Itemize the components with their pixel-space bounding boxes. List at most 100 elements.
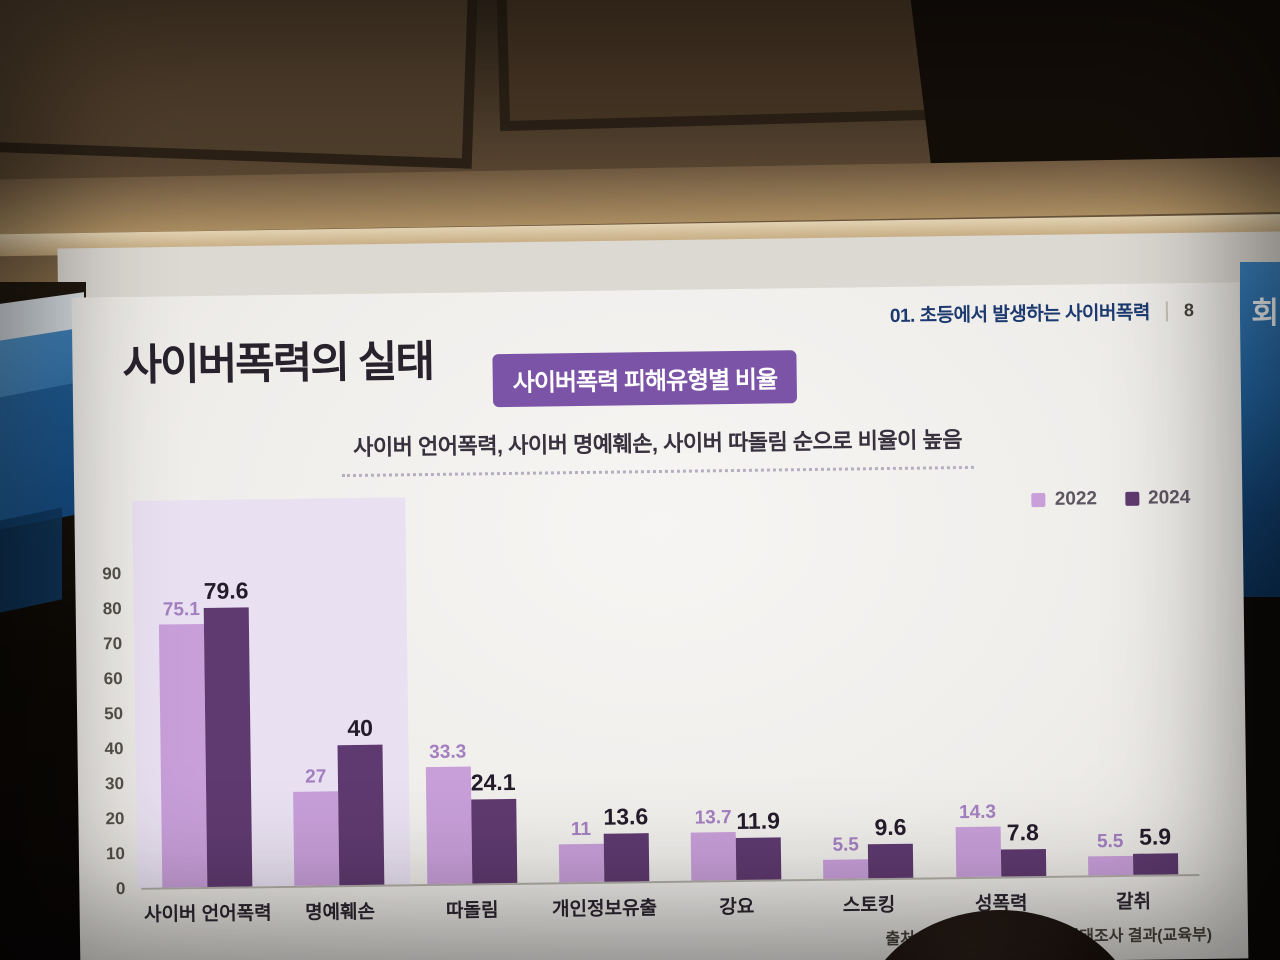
chart-title-badge: 사이버폭력 피해유형별 비율: [492, 350, 798, 408]
slide-title: 사이버폭력의 실태: [122, 337, 434, 391]
bar-chart: 0 10 20 30 40 50 60 70 80 90 75.1 79.6 사이버 언어폭력 27 40…: [102, 497, 1200, 926]
legend-label-2022: 2022: [1054, 488, 1098, 510]
chart-legend: 2022 2024: [1031, 487, 1191, 511]
category-label: 강요: [719, 896, 755, 919]
y-axis-tick-label: 70: [103, 634, 123, 654]
category-label: 따돌림: [445, 900, 499, 922]
left-wall: [0, 282, 86, 960]
bar-pair: 5.5 9.6: [823, 814, 914, 879]
bar-groups: 75.1 79.6 사이버 언어폭력 27 40 명예훼손 33.3 24.1 따돌림 11 13.…: [137, 561, 1199, 926]
bar-2022: [293, 790, 340, 886]
value-label-2024: 24.1: [470, 768, 516, 796]
right-banner-text: 회: [1251, 297, 1279, 330]
bar-column: 24.1: [470, 768, 517, 884]
section-header: 01. 초등에서 발생하는 사이버폭력: [889, 302, 1151, 327]
bar-pair: 5.5 5.9: [1087, 823, 1179, 876]
value-label-2024: 13.6: [603, 803, 649, 831]
value-label-2022: 27: [305, 765, 327, 788]
bar-2024: [735, 837, 782, 881]
bar-2024: [337, 744, 385, 886]
y-axis: 0 10 20 30 40 50 60 70 80 90: [89, 564, 133, 898]
bar-group-5: 13.7 11.9 강요: [666, 566, 802, 918]
value-label-2022: 14.3: [958, 801, 997, 824]
legend-swatch-2024: [1124, 491, 1140, 506]
category-label: 스토킹: [842, 894, 896, 917]
bar-pair: 11 13.6: [558, 803, 650, 883]
bar-column: 33.3: [425, 742, 472, 885]
bar-column: 9.6: [868, 814, 914, 879]
bar-column: 5.5: [823, 834, 869, 879]
category-label: 명예훼손: [304, 901, 376, 924]
legend-item-2022: 2022: [1031, 488, 1098, 511]
bar-column: 14.3: [955, 801, 1001, 878]
value-label-2024: 40: [347, 714, 374, 742]
category-label: 사이버 언어폭력: [143, 903, 272, 926]
bar-2024: [1132, 853, 1179, 875]
value-label-2024: 7.8: [1006, 818, 1039, 846]
slide-header: 01. 초등에서 발생하는 사이버폭력 8: [890, 297, 1194, 328]
left-banner-blue-dark: [0, 382, 76, 530]
slide-subtitle: 사이버 언어폭력, 사이버 명예훼손, 사이버 따돌림 순으로 비율이 높음: [340, 421, 975, 478]
value-label-2022: 13.7: [694, 807, 732, 829]
category-label: 개인정보유출: [551, 898, 658, 921]
bar-2022: [955, 826, 1001, 878]
bar-2024: [1000, 848, 1046, 877]
bar-group-6: 5.5 9.6 스토킹: [798, 564, 934, 917]
y-axis-tick-label: 20: [105, 809, 125, 829]
value-label-2022: 75.1: [162, 599, 200, 621]
value-label-2024: 9.6: [874, 814, 907, 841]
bar-column: 13.6: [603, 803, 650, 882]
ceiling-panel-left: [0, 0, 479, 169]
value-label-2022: 5.5: [832, 834, 860, 856]
y-axis-tick-label: 40: [104, 739, 124, 759]
y-axis-tick-label: 10: [105, 844, 126, 864]
value-label-2024: 5.9: [1138, 823, 1172, 851]
y-axis-tick-label: 60: [103, 669, 123, 689]
bar-group-3: 33.3 24.1 따돌림: [402, 570, 538, 922]
bar-column: 40: [337, 714, 385, 886]
value-label-2024: 79.6: [203, 577, 249, 605]
value-label-2022: 33.3: [429, 742, 467, 764]
category-label: 갈취: [1115, 891, 1152, 914]
bar-2024: [868, 844, 914, 879]
legend-swatch-2022: [1031, 492, 1046, 508]
y-axis-tick-label: 90: [102, 564, 122, 584]
right-wall: 회: [1240, 262, 1280, 960]
y-axis-tick-label: 0: [115, 879, 126, 899]
bar-column: 11: [558, 818, 605, 883]
bar-column: 27: [293, 765, 340, 886]
legend-label-2024: 2024: [1147, 487, 1191, 509]
bar-2022: [1087, 855, 1134, 876]
bar-column: 7.8: [1000, 818, 1046, 877]
bar-column: 79.6: [203, 577, 253, 887]
bar-2022: [159, 624, 208, 888]
bar-2024: [603, 833, 650, 882]
bar-2022: [558, 843, 605, 883]
bar-group-7: 14.3 7.8 성폭력: [931, 563, 1067, 915]
bar-group-8: 5.5 5.9 갈취: [1063, 561, 1199, 913]
bar-group-1: 75.1 79.6 사이버 언어폭력: [137, 573, 273, 926]
bar-group-2: 27 40 명예훼손: [269, 571, 405, 924]
bar-2022: [425, 766, 472, 885]
y-axis-tick-label: 80: [102, 599, 122, 619]
value-label-2022: 11: [570, 818, 592, 840]
bar-column: 75.1: [159, 599, 208, 888]
right-banner: 회: [1240, 262, 1280, 597]
bar-column: 5.9: [1132, 823, 1179, 875]
y-axis-tick-label: 30: [104, 774, 125, 794]
bar-pair: 33.3 24.1: [425, 742, 517, 885]
bar-2022: [690, 832, 737, 881]
y-axis-tick-label: 50: [104, 704, 124, 724]
bar-2022: [823, 859, 869, 879]
bar-column: 11.9: [735, 807, 782, 881]
value-label-2024: 11.9: [736, 807, 781, 835]
bar-group-4: 11 13.6 개인정보유출: [534, 568, 670, 921]
bar-pair: 13.7 11.9: [690, 807, 782, 881]
page-number: 8: [1183, 299, 1195, 321]
bar-pair: 14.3 7.8: [955, 801, 1046, 878]
bar-column: 13.7: [690, 807, 737, 881]
presentation-slide: 01. 초등에서 발생하는 사이버폭력 8 사이버폭력의 실태 사이버폭력 피해…: [71, 282, 1249, 960]
legend-item-2024: 2024: [1124, 487, 1191, 510]
bar-pair: 75.1 79.6: [158, 577, 253, 888]
